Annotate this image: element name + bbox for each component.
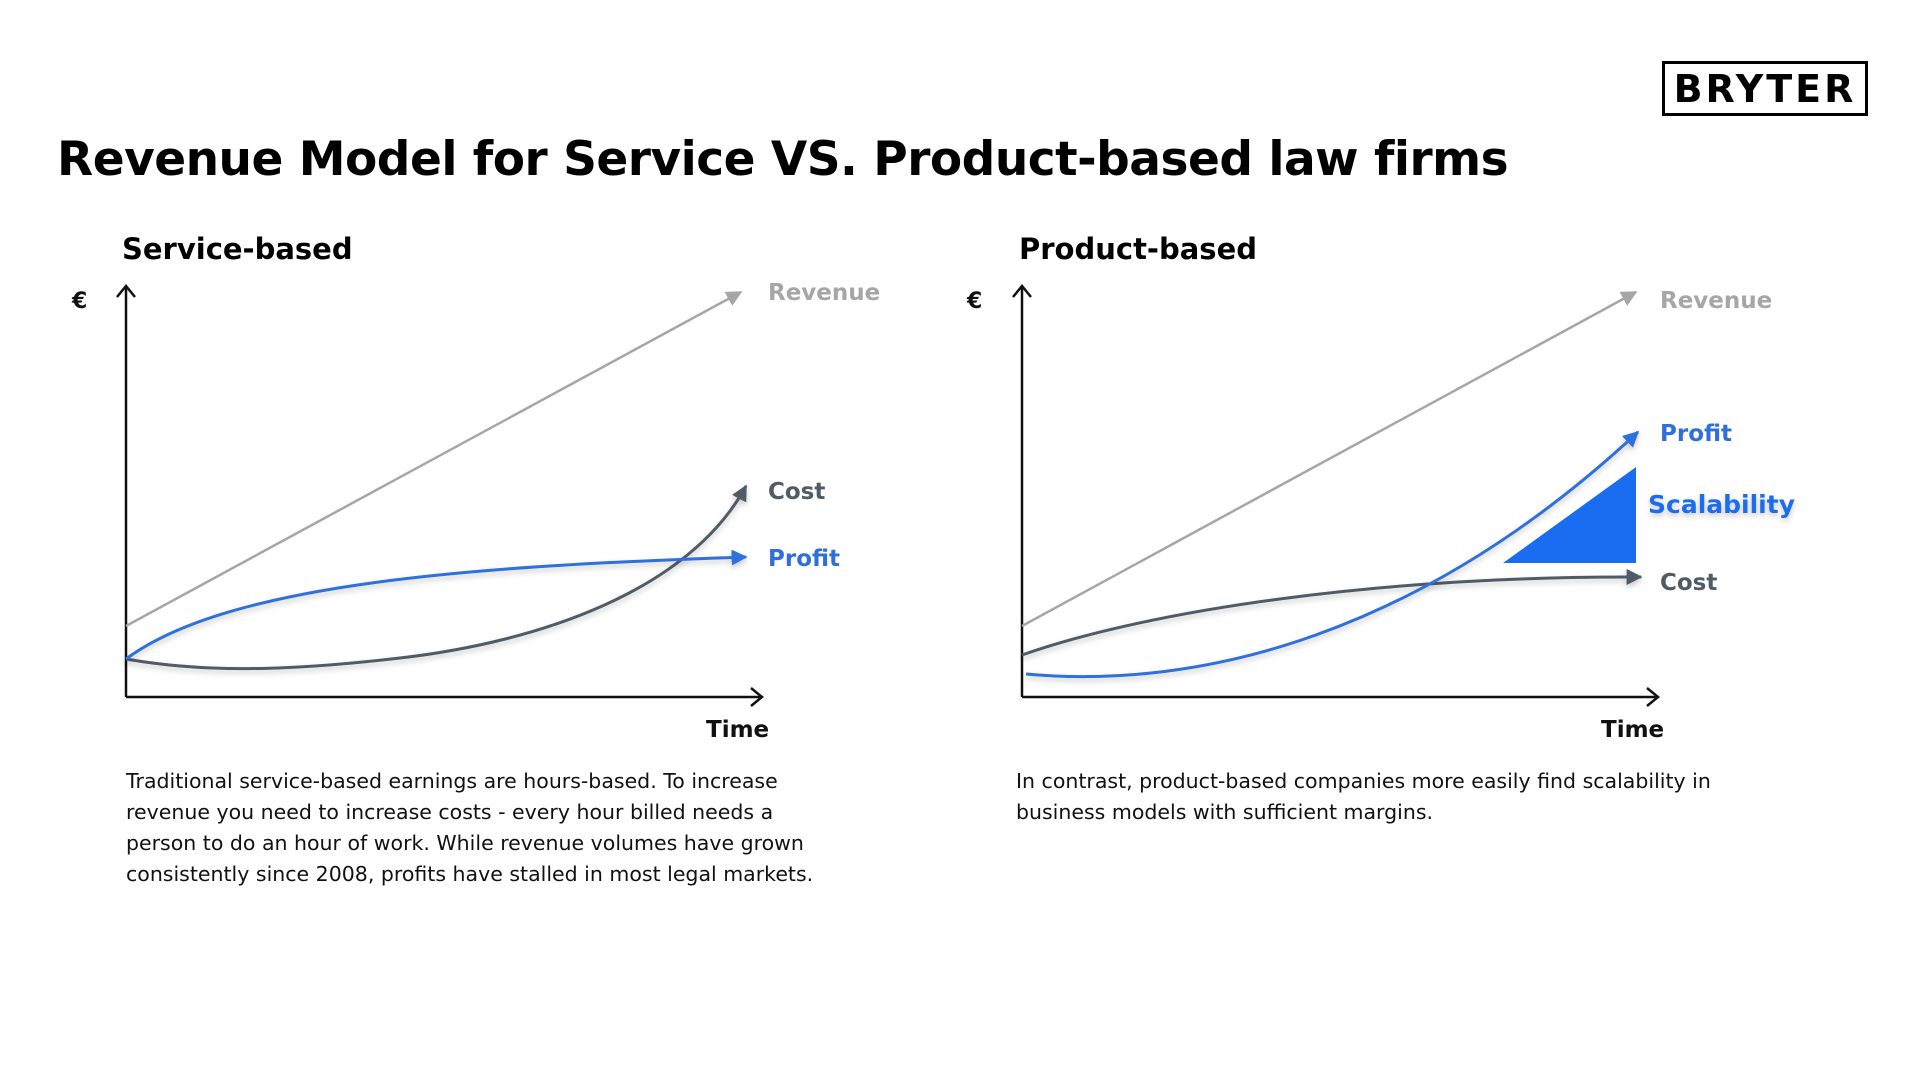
product-panel-title: Product-based [1019,232,1257,266]
service-chart: € Time Revenue Cost Profit [71,280,880,743]
product-x-axis [1022,687,1660,707]
service-description: Traditional service-based earnings are h… [126,769,814,886]
service-revenue-line [125,290,743,628]
product-revenue-label: Revenue [1660,288,1772,314]
service-profit-curve [125,549,748,661]
service-profit-label: Profit [768,546,840,572]
service-y-axis [116,284,136,697]
product-profit-curve [1025,430,1640,679]
service-panel-title: Service-based [122,232,353,266]
product-cost-label: Cost [1660,570,1717,596]
product-revenue-line [1021,290,1638,628]
service-revenue-label: Revenue [768,280,880,306]
page-title: Revenue Model for Service VS. Product-ba… [57,132,1509,187]
product-profit-label: Profit [1660,421,1732,447]
product-cost-curve [1021,568,1643,657]
product-y-axis [1012,284,1032,697]
service-y-axis-label: € [71,289,87,314]
service-cost-label: Cost [768,479,825,505]
product-description: In contrast, product-based companies mor… [1016,769,1711,824]
service-x-axis [126,687,764,707]
product-x-axis-label: Time [1601,717,1664,743]
product-chart: € Time Revenue Cost Profit Scalability [966,284,1795,743]
scalability-triangle [1503,467,1636,563]
bryter-logo: BRYTER [1662,61,1868,116]
service-x-axis-label: Time [706,717,769,743]
service-cost-curve [125,484,748,671]
scalability-label: Scalability [1648,490,1795,519]
product-y-axis-label: € [966,289,982,314]
